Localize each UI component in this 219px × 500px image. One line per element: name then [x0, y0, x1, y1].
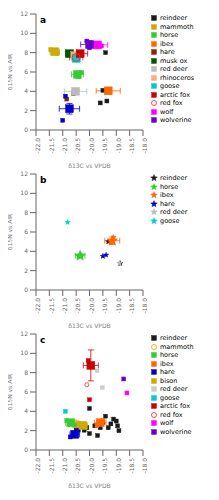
html-text:horse: horse [160, 351, 179, 360]
svg-text:10: 10 [20, 189, 28, 196]
html-text:ibex: ibex [160, 191, 174, 200]
svg-text:-18.5: -18.5 [128, 458, 135, 474]
html-text:goose: goose [160, 393, 180, 402]
svg-text:-20.5: -20.5 [74, 138, 81, 154]
svg-text:2: 2 [24, 267, 28, 274]
svg-text:-18.0: -18.0 [141, 458, 147, 474]
html-text:bison: bison [160, 376, 178, 385]
svg-text:12: 12 [20, 330, 28, 337]
html-text:ibex: ibex [160, 39, 174, 48]
svg-text:-19.0: -19.0 [115, 458, 122, 474]
svg-text:0: 0 [24, 126, 28, 133]
html-text:reindeer: reindeer [160, 174, 188, 183]
svg-text:0: 0 [24, 286, 28, 293]
svg-text:8: 8 [24, 49, 28, 56]
svg-text:4: 4 [24, 247, 28, 254]
svg-text:-22.0: -22.0 [34, 458, 41, 474]
html-text:arctic fox: arctic fox [160, 402, 190, 411]
svg-text:-20.0: -20.0 [88, 138, 95, 154]
svg-text:-19.5: -19.5 [101, 138, 108, 154]
svg-text:12: 12 [20, 10, 28, 17]
svg-text:-20.0: -20.0 [88, 298, 95, 314]
html-text:a: a [40, 15, 47, 25]
html-text:mammoth: mammoth [160, 342, 194, 351]
html-text:red deer: red deer [160, 385, 188, 394]
html-text:hare: hare [160, 199, 175, 208]
html-text:reindeer: reindeer [160, 14, 188, 23]
svg-text:-21.5: -21.5 [48, 458, 55, 474]
svg-text:6: 6 [24, 68, 28, 75]
html-text:hare: hare [160, 368, 175, 377]
svg-text:-18.5: -18.5 [128, 298, 135, 314]
html-text:goose: goose [160, 216, 180, 225]
html-text:horse: horse [160, 182, 179, 191]
svg-text:6: 6 [24, 388, 28, 395]
svg-text:δ13C vs VPDB: δ13C vs VPDB [68, 482, 110, 488]
svg-text:8: 8 [24, 369, 28, 376]
svg-text:-19.0: -19.0 [115, 298, 122, 314]
html-text:wolf: wolf [160, 419, 174, 428]
svg-text:-19.0: -19.0 [115, 138, 122, 154]
svg-text:0: 0 [24, 446, 28, 453]
html-text:b: b [40, 175, 47, 185]
svg-text:10: 10 [20, 349, 28, 356]
svg-text:8: 8 [24, 209, 28, 216]
svg-text:2: 2 [24, 107, 28, 114]
html-text:wolf: wolf [160, 107, 174, 116]
html-text:wolverine: wolverine [160, 116, 192, 125]
html-text:goose: goose [160, 82, 180, 91]
svg-text:-19.5: -19.5 [101, 458, 108, 474]
html-text:hare: hare [160, 48, 175, 57]
svg-text:-20.5: -20.5 [74, 458, 81, 474]
svg-text:4: 4 [24, 87, 28, 94]
svg-text:-21.5: -21.5 [48, 298, 55, 314]
svg-text:6: 6 [24, 228, 28, 235]
svg-text:-22.0: -22.0 [34, 298, 41, 314]
svg-text:-18.0: -18.0 [141, 298, 147, 314]
svg-text:δ13C vs VPDB: δ13C vs VPDB [68, 322, 110, 328]
svg-text:-21.0: -21.0 [61, 138, 68, 154]
svg-text:10: 10 [20, 29, 28, 36]
html-text:red fox: red fox [160, 410, 183, 419]
html-text:red fox: red fox [160, 99, 183, 108]
html-text:reindeer: reindeer [160, 334, 188, 343]
svg-text:δ15N vs AIR: δ15N vs AIR [8, 214, 13, 250]
html-text:wolverine: wolverine [160, 427, 192, 436]
html-text:red deer: red deer [160, 65, 188, 74]
html-text:mammoth: mammoth [160, 22, 194, 31]
svg-text:-21.0: -21.0 [61, 298, 68, 314]
html-text:ibex: ibex [160, 359, 174, 368]
svg-text:-22.0: -22.0 [34, 138, 41, 154]
svg-text:-19.5: -19.5 [101, 298, 108, 314]
html-text:rhinoceros: rhinoceros [160, 73, 194, 82]
html-text:c: c [40, 335, 46, 345]
html-text:arctic fox: arctic fox [160, 90, 190, 99]
svg-text:δ13C vs VPDB: δ13C vs VPDB [68, 162, 110, 168]
html-text:red deer: red deer [160, 208, 188, 217]
svg-text:2: 2 [24, 427, 28, 434]
svg-text:-20.5: -20.5 [74, 298, 81, 314]
svg-text:-20.0: -20.0 [88, 458, 95, 474]
svg-text:-21.5: -21.5 [48, 138, 55, 154]
svg-text:-18.0: -18.0 [141, 138, 147, 154]
svg-text:δ15N vs AIR: δ15N vs AIR [8, 54, 13, 90]
svg-text:-18.5: -18.5 [128, 138, 135, 154]
svg-text:4: 4 [24, 407, 28, 414]
html-text:horse: horse [160, 31, 179, 40]
svg-text:-21.0: -21.0 [61, 458, 68, 474]
svg-text:12: 12 [20, 170, 28, 177]
svg-text:δ15N vs AIR: δ15N vs AIR [8, 374, 13, 410]
html-text:musk ox: musk ox [160, 56, 188, 65]
